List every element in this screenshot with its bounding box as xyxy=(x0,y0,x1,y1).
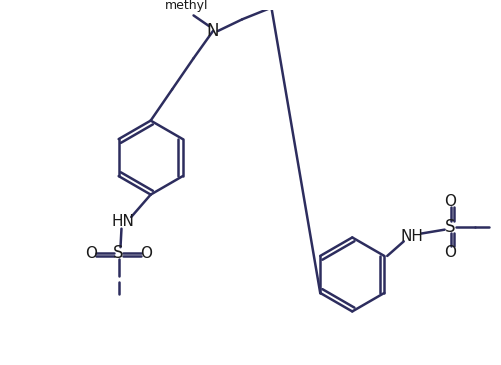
Text: NH: NH xyxy=(400,229,423,244)
Text: N: N xyxy=(207,22,219,40)
Text: S: S xyxy=(113,244,124,262)
Text: O: O xyxy=(444,245,456,260)
Text: O: O xyxy=(140,246,152,261)
Text: methyl: methyl xyxy=(165,0,208,12)
Text: O: O xyxy=(85,246,97,261)
Text: O: O xyxy=(444,194,456,209)
Text: S: S xyxy=(445,218,456,236)
Text: HN: HN xyxy=(112,214,135,229)
